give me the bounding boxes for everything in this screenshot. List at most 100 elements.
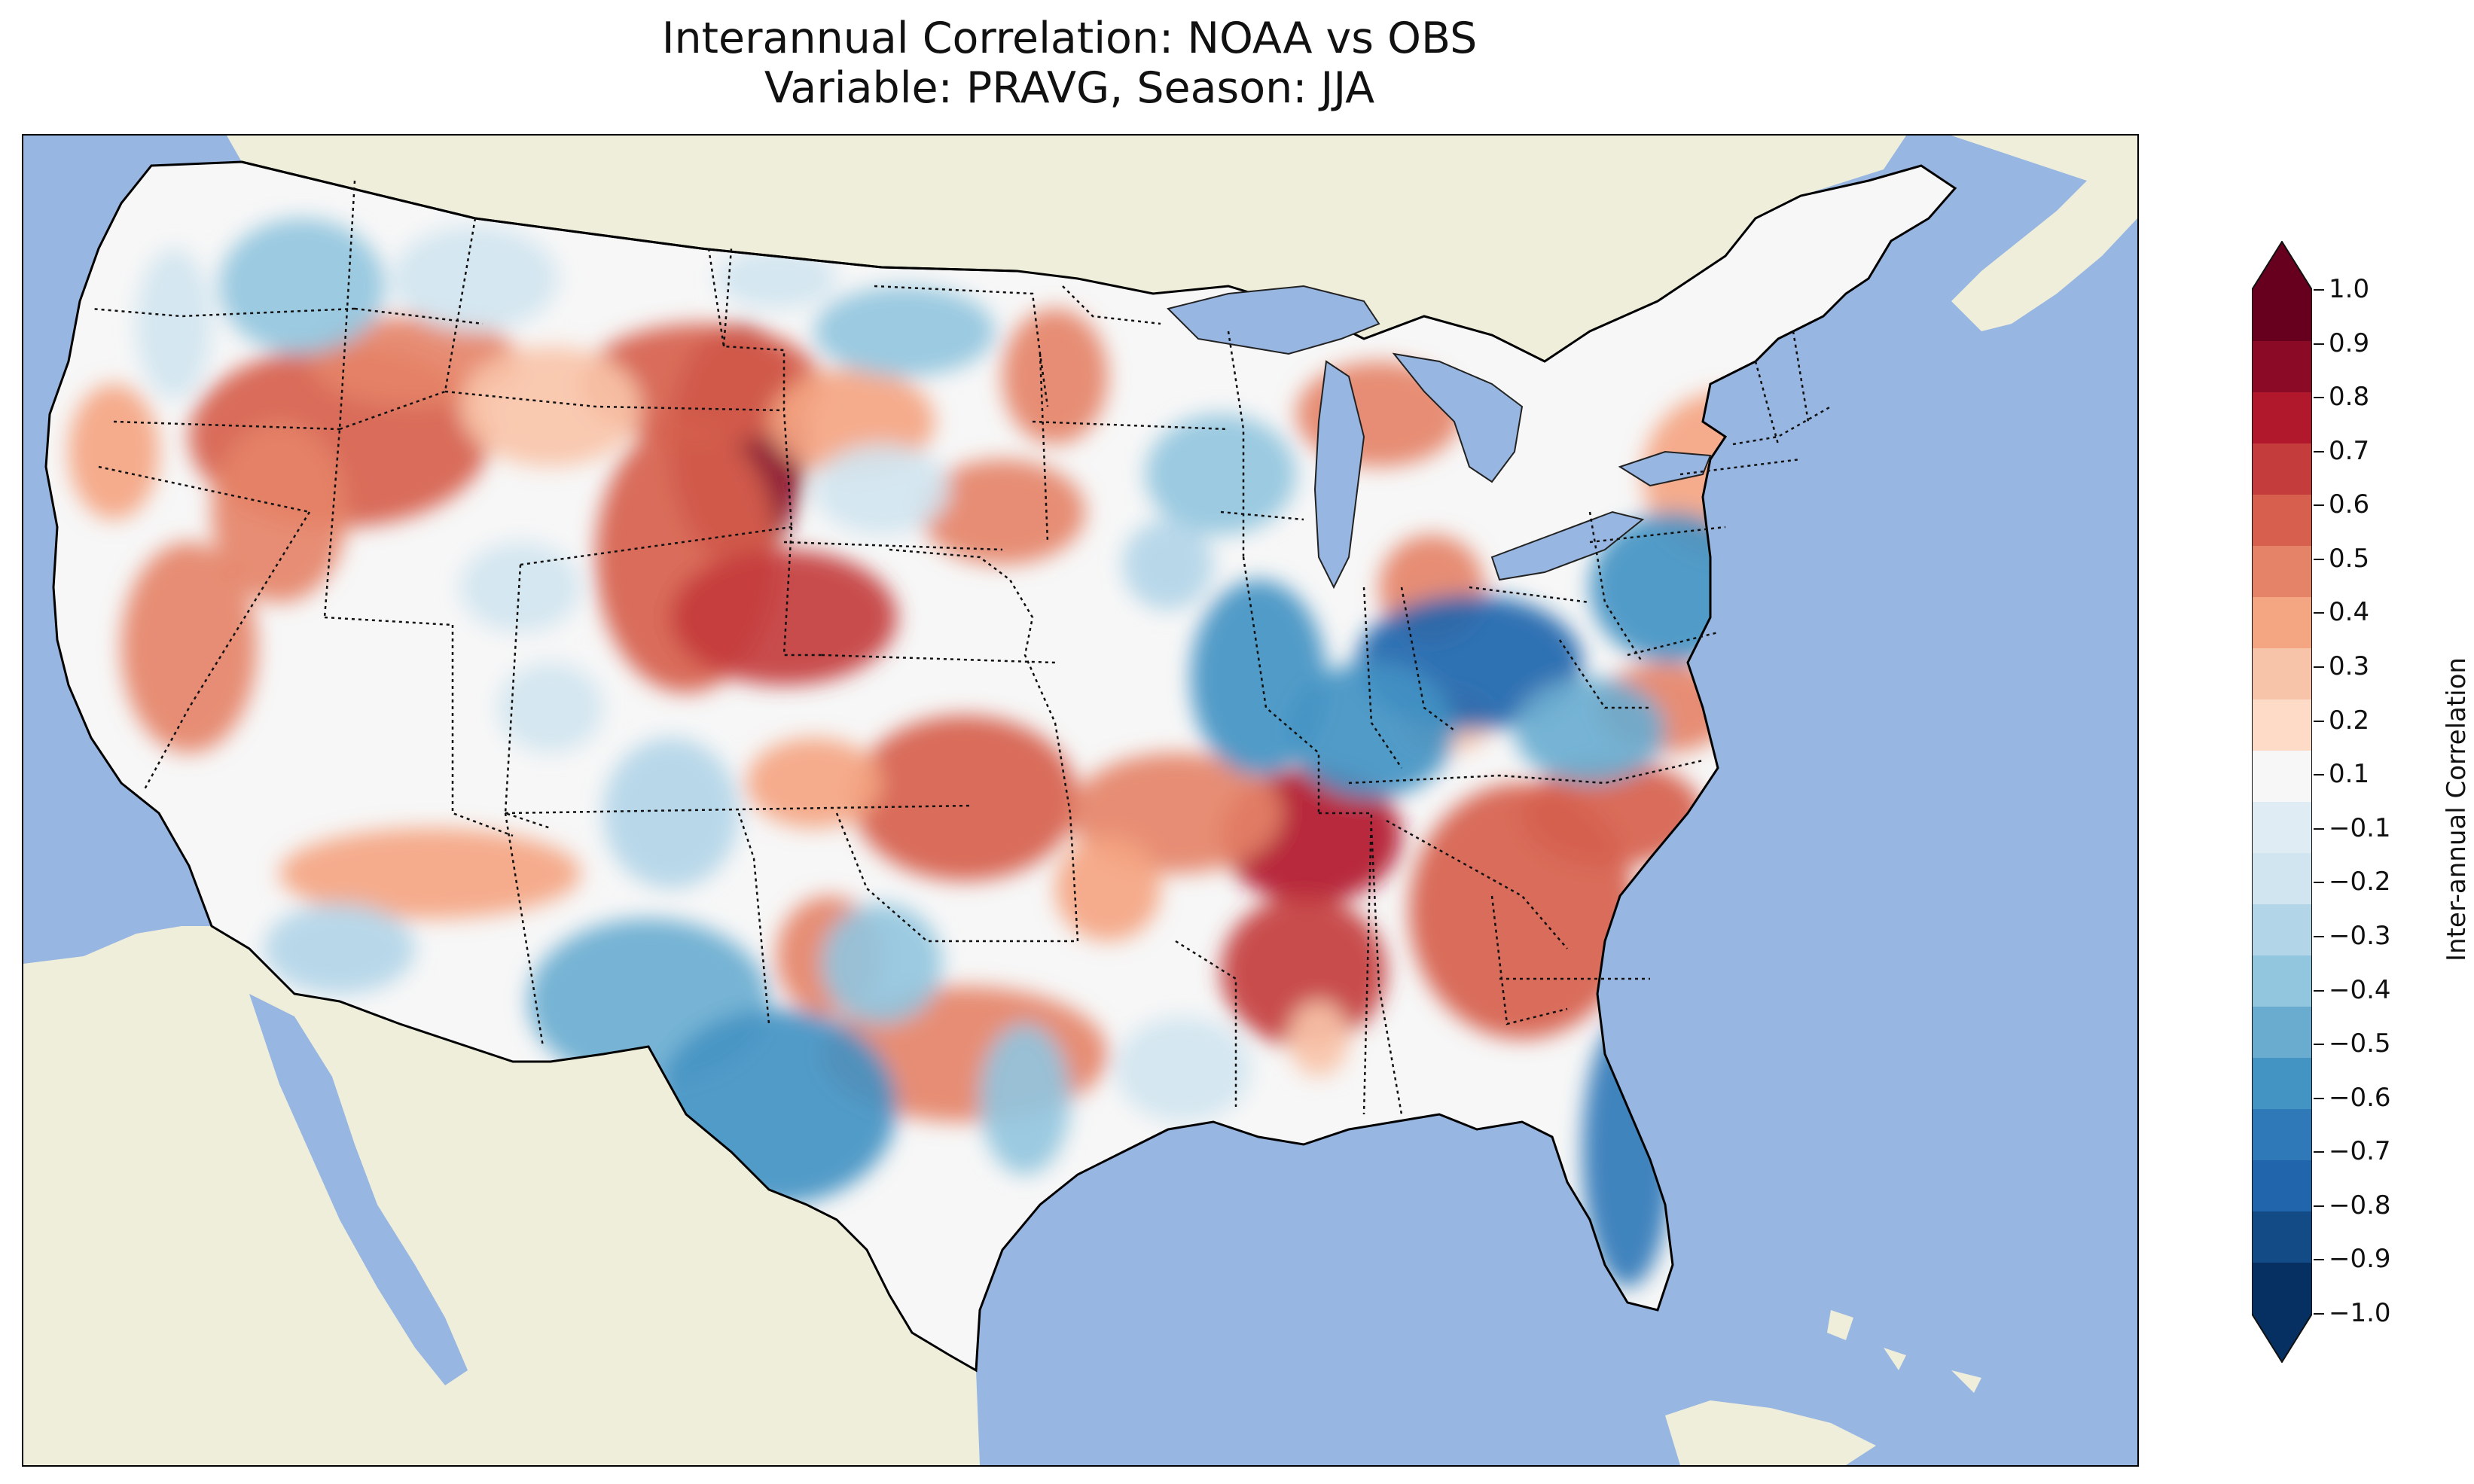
state-boundary — [98, 465, 310, 513]
baja-water — [249, 994, 468, 1385]
colorbar — [2252, 241, 2312, 1363]
state-boundary — [1370, 827, 1403, 1115]
colorbar-tick-mark — [2314, 882, 2324, 884]
lake-michigan — [1313, 360, 1365, 590]
colorbar-band — [2252, 597, 2312, 649]
colorbar-tick-mark — [2314, 558, 2324, 560]
state-boundary — [505, 804, 973, 815]
correlation-region — [1515, 678, 1665, 783]
state-boundary — [889, 548, 1057, 724]
colorbar-tick-label: −0.2 — [2329, 867, 2391, 897]
nova-scotia-land — [1951, 136, 2137, 331]
correlation-region — [581, 324, 822, 444]
colorbar-band — [2252, 392, 2312, 444]
state-boundary — [1220, 510, 1304, 521]
chart-title: Interannual Correlation: NOAA vs OBS Var… — [0, 14, 2139, 113]
correlation-region — [212, 422, 347, 602]
colorbar-band — [2252, 1211, 2312, 1263]
colorbar-tick-mark — [2314, 1151, 2324, 1153]
correlation-region — [1221, 896, 1386, 1047]
map-panel — [22, 134, 2139, 1467]
colorbar-band — [2252, 1160, 2312, 1212]
state-boundary — [1400, 587, 1455, 731]
colorbar-band — [2252, 904, 2312, 956]
state-boundary — [1754, 361, 1780, 445]
colorbar-tick-label: −0.9 — [2329, 1244, 2391, 1275]
state-boundary — [324, 616, 453, 626]
colorbar-tick-label: −0.6 — [2329, 1082, 2391, 1113]
state-boundary — [1242, 556, 1320, 813]
colorbar-band — [2252, 955, 2312, 1007]
state-boundary — [504, 812, 545, 1047]
state-boundary — [783, 541, 1003, 551]
colorbar-tick-label: 0.5 — [2329, 543, 2370, 574]
state-boundary — [1319, 812, 1373, 1115]
colorbar-tick-mark — [2314, 774, 2324, 776]
correlation-region — [279, 828, 581, 919]
state-boundary — [451, 625, 514, 837]
correlation-region — [121, 542, 257, 753]
colorbar-band — [2252, 1007, 2312, 1059]
correlation-region — [814, 286, 995, 376]
correlation-region — [671, 550, 897, 685]
colorbar-band — [2252, 1058, 2312, 1110]
colorbar-extend-min — [2252, 1314, 2312, 1363]
correlation-region — [1522, 760, 1703, 866]
correlation-region — [920, 459, 1085, 565]
colorbar-tick-mark — [2314, 1205, 2324, 1207]
colorbar-tick-mark — [2314, 397, 2324, 399]
correlation-region — [219, 218, 385, 354]
correlation-region — [1002, 309, 1108, 444]
state-boundary — [782, 526, 822, 657]
correlation-region — [136, 248, 212, 399]
colorbar-band — [2252, 495, 2312, 547]
colorbar-tick-mark — [2314, 612, 2324, 614]
colorbar-tick-mark — [2314, 1259, 2324, 1261]
lake-superior — [1167, 285, 1380, 355]
colorbar-tick-mark — [2314, 450, 2324, 453]
correlation-region — [1289, 663, 1454, 798]
colorbar-outline — [2252, 241, 2312, 1363]
colorbar-tick-mark — [2314, 720, 2324, 722]
colorbar-tick-label: 0.1 — [2329, 759, 2370, 790]
bahamas-land — [1827, 1310, 1981, 1393]
state-boundary — [1348, 759, 1704, 785]
state-boundary — [354, 307, 484, 325]
colorbar-label: Inter-annual Correlation — [2442, 657, 2472, 961]
state-boundary — [1589, 526, 1726, 544]
colorbar-tick-label: −0.7 — [2329, 1136, 2391, 1167]
correlation-region — [460, 346, 641, 467]
colorbar-tick-mark — [2314, 504, 2324, 507]
lake-erie — [1490, 510, 1645, 581]
colorbar-tick-mark — [2314, 1313, 2324, 1315]
colorbar-tick-label: −0.5 — [2329, 1028, 2391, 1059]
correlation-region — [1115, 1016, 1251, 1122]
colorbar-band — [2252, 648, 2312, 700]
state-boundary — [737, 812, 770, 1025]
colorbar-band — [2252, 290, 2312, 342]
correlation-region — [603, 738, 739, 888]
great-lakes — [1167, 285, 1712, 590]
state-boundary — [1627, 631, 1719, 657]
correlation-region — [980, 1024, 1070, 1175]
state-boundary — [1490, 895, 1568, 1025]
colorbar-tick-mark — [2314, 989, 2324, 992]
state-boundary — [504, 564, 551, 830]
correlation-region — [264, 904, 415, 994]
colorbar-tick-mark — [2314, 1044, 2324, 1046]
colorbar-tick-mark — [2314, 343, 2324, 345]
lake-huron — [1392, 352, 1524, 483]
colorbar-tick-mark — [2314, 827, 2324, 830]
canada-land — [227, 136, 1906, 361]
state-boundary — [520, 526, 792, 566]
correlation-region — [392, 226, 558, 331]
state-boundaries — [90, 180, 1832, 1115]
state-boundary — [1792, 331, 1810, 422]
colorbar-band — [2252, 751, 2312, 803]
correlation-region — [716, 248, 837, 309]
colorbar-band — [2252, 443, 2312, 495]
colorbar-tick-label: 0.9 — [2329, 328, 2370, 358]
correlation-region — [1055, 836, 1161, 941]
state-boundary — [1558, 639, 1650, 709]
colorbar-tick-mark — [2314, 1097, 2324, 1099]
